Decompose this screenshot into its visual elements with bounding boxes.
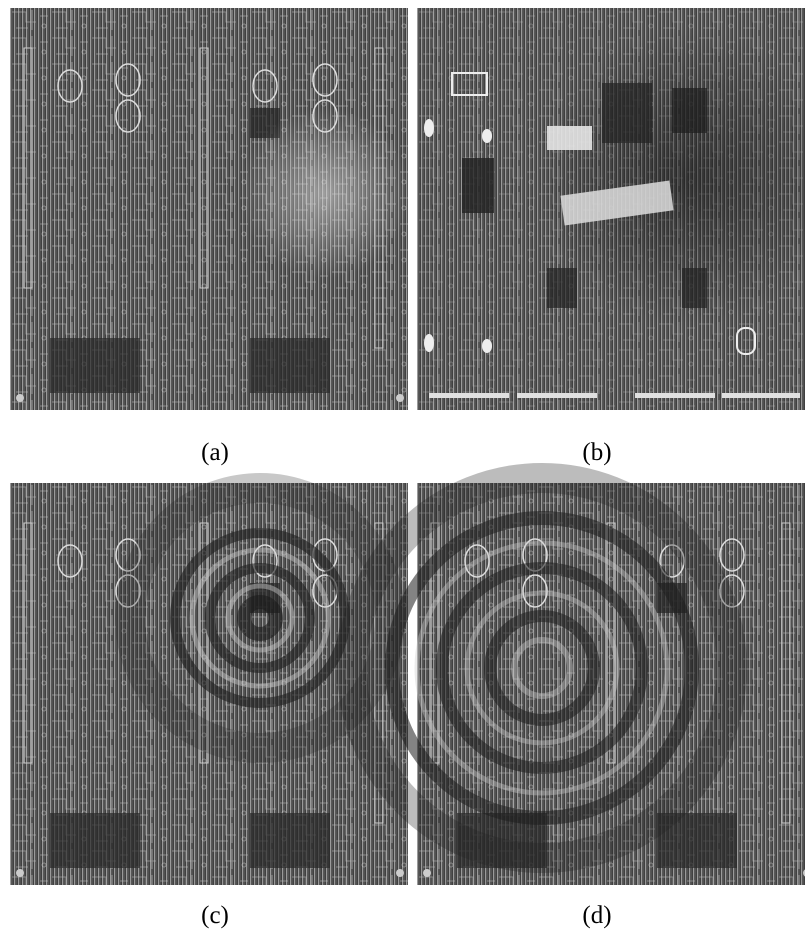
figure: (a) (b) (c) (d) [0, 0, 805, 934]
panel-label: (b) [582, 439, 611, 466]
panel-label: (a) [201, 439, 229, 466]
panel-d-image [352, 478, 805, 885]
panel-b-image [417, 8, 805, 410]
page: (a) (b) (c) (d) (() => { const data = JS… [0, 0, 805, 934]
panel-label: (c) [201, 902, 229, 929]
panel-a-image [10, 8, 410, 410]
panel-label: (d) [582, 902, 611, 929]
